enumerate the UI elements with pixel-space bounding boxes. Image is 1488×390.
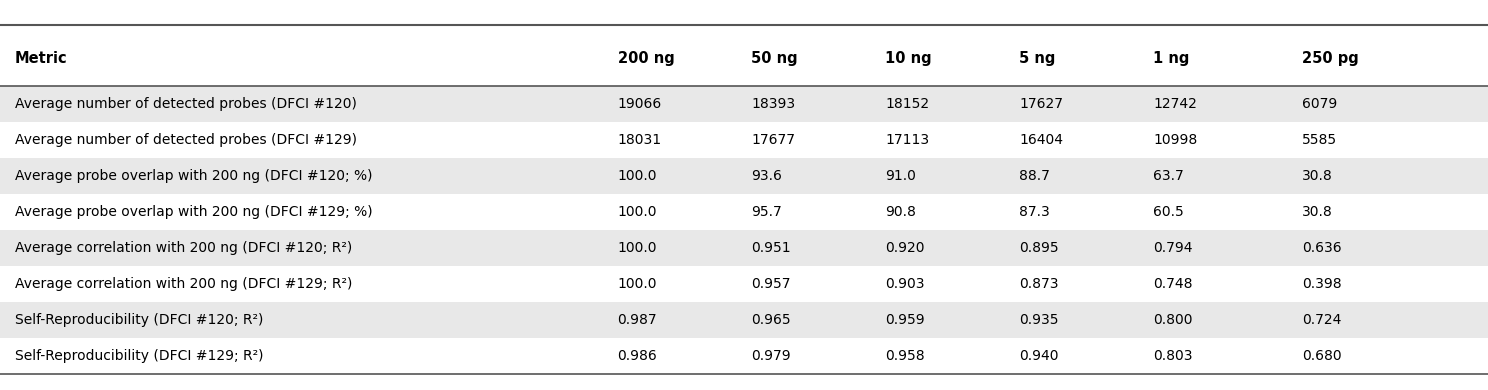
Text: 30.8: 30.8 <box>1302 205 1333 219</box>
Text: 50 ng: 50 ng <box>751 51 798 66</box>
Text: 0.986: 0.986 <box>618 349 658 363</box>
Text: 0.398: 0.398 <box>1302 277 1342 291</box>
Text: 0.959: 0.959 <box>885 313 926 327</box>
Text: 95.7: 95.7 <box>751 205 783 219</box>
Text: 0.957: 0.957 <box>751 277 792 291</box>
Text: 0.636: 0.636 <box>1302 241 1342 255</box>
Text: 60.5: 60.5 <box>1153 205 1184 219</box>
Text: Average correlation with 200 ng (DFCI #120; R²): Average correlation with 200 ng (DFCI #1… <box>15 241 353 255</box>
Text: 0.951: 0.951 <box>751 241 792 255</box>
FancyBboxPatch shape <box>0 302 1488 338</box>
Text: 16404: 16404 <box>1019 133 1064 147</box>
Text: 0.979: 0.979 <box>751 349 792 363</box>
Text: 18152: 18152 <box>885 97 930 111</box>
Text: 18393: 18393 <box>751 97 796 111</box>
Text: 12742: 12742 <box>1153 97 1196 111</box>
Text: 250 pg: 250 pg <box>1302 51 1359 66</box>
Text: 0.903: 0.903 <box>885 277 926 291</box>
Text: 0.920: 0.920 <box>885 241 926 255</box>
Text: 200 ng: 200 ng <box>618 51 674 66</box>
Text: 100.0: 100.0 <box>618 277 658 291</box>
Text: 6079: 6079 <box>1302 97 1338 111</box>
Text: Average number of detected probes (DFCI #129): Average number of detected probes (DFCI … <box>15 133 357 147</box>
Text: 10 ng: 10 ng <box>885 51 931 66</box>
Text: 100.0: 100.0 <box>618 205 658 219</box>
Text: 0.965: 0.965 <box>751 313 792 327</box>
FancyBboxPatch shape <box>0 230 1488 266</box>
Text: 100.0: 100.0 <box>618 241 658 255</box>
Text: 87.3: 87.3 <box>1019 205 1051 219</box>
Text: Average number of detected probes (DFCI #120): Average number of detected probes (DFCI … <box>15 97 357 111</box>
FancyBboxPatch shape <box>0 158 1488 194</box>
Text: Average probe overlap with 200 ng (DFCI #129; %): Average probe overlap with 200 ng (DFCI … <box>15 205 372 219</box>
Text: Self-Reproducibility (DFCI #120; R²): Self-Reproducibility (DFCI #120; R²) <box>15 313 263 327</box>
Text: 0.748: 0.748 <box>1153 277 1193 291</box>
Text: 0.800: 0.800 <box>1153 313 1193 327</box>
Text: 17677: 17677 <box>751 133 796 147</box>
Text: 5 ng: 5 ng <box>1019 51 1055 66</box>
Text: 30.8: 30.8 <box>1302 169 1333 183</box>
Text: 91.0: 91.0 <box>885 169 917 183</box>
Text: 19066: 19066 <box>618 97 662 111</box>
Text: 10998: 10998 <box>1153 133 1198 147</box>
Text: 0.680: 0.680 <box>1302 349 1342 363</box>
Text: 90.8: 90.8 <box>885 205 917 219</box>
Text: 100.0: 100.0 <box>618 169 658 183</box>
Text: 5585: 5585 <box>1302 133 1338 147</box>
Text: Metric: Metric <box>15 51 67 66</box>
Text: Average correlation with 200 ng (DFCI #129; R²): Average correlation with 200 ng (DFCI #1… <box>15 277 353 291</box>
Text: 0.940: 0.940 <box>1019 349 1059 363</box>
Text: 0.987: 0.987 <box>618 313 658 327</box>
Text: Self-Reproducibility (DFCI #129; R²): Self-Reproducibility (DFCI #129; R²) <box>15 349 263 363</box>
Text: 93.6: 93.6 <box>751 169 783 183</box>
Text: 0.794: 0.794 <box>1153 241 1193 255</box>
Text: Average probe overlap with 200 ng (DFCI #120; %): Average probe overlap with 200 ng (DFCI … <box>15 169 372 183</box>
Text: 0.803: 0.803 <box>1153 349 1193 363</box>
Text: 88.7: 88.7 <box>1019 169 1051 183</box>
Text: 0.935: 0.935 <box>1019 313 1059 327</box>
Text: 63.7: 63.7 <box>1153 169 1184 183</box>
Text: 17113: 17113 <box>885 133 930 147</box>
Text: 0.873: 0.873 <box>1019 277 1059 291</box>
Text: 17627: 17627 <box>1019 97 1064 111</box>
FancyBboxPatch shape <box>0 86 1488 122</box>
Text: 0.724: 0.724 <box>1302 313 1341 327</box>
Text: 0.895: 0.895 <box>1019 241 1059 255</box>
Text: 1 ng: 1 ng <box>1153 51 1189 66</box>
Text: 18031: 18031 <box>618 133 662 147</box>
Text: 0.958: 0.958 <box>885 349 926 363</box>
